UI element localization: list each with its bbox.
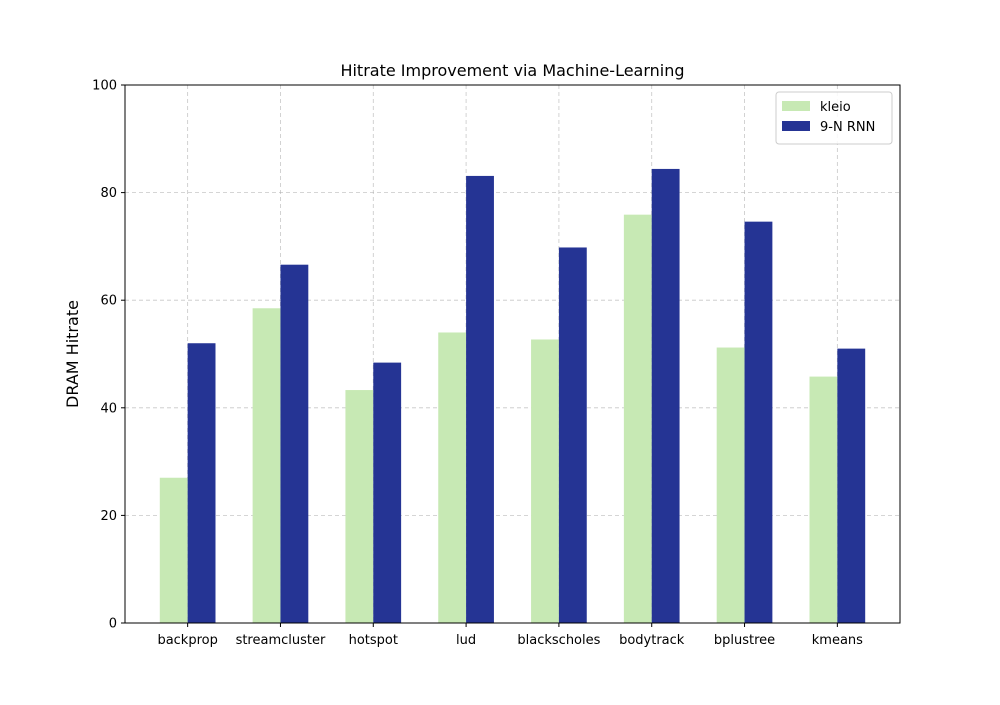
axis-ticks: 0 20 40 60 80 100 backprop streamcluster hotspot… (92, 79, 863, 649)
x-tick-label: backprop (157, 633, 217, 648)
y-tick-label: 80 (100, 186, 117, 201)
bars (159, 168, 866, 624)
y-tick-label: 20 (100, 509, 117, 524)
bar-kleio (809, 376, 838, 623)
grid-lines (125, 85, 900, 623)
x-tick-label: streamcluster (236, 633, 326, 648)
x-tick-label: lud (456, 633, 476, 648)
legend: kleio 9-N RNN (775, 91, 893, 145)
bar-9-n-rnn (373, 362, 402, 623)
bar-kleio (716, 347, 745, 623)
x-tick-label: hotspot (349, 633, 398, 648)
y-axis-label: DRAM Hitrate (63, 300, 82, 408)
legend-swatch (782, 101, 810, 111)
bar-9-n-rnn (466, 175, 494, 623)
plot-frame (124, 84, 901, 624)
bar-9-n-rnn (837, 348, 866, 623)
x-tick-label: bplustree (714, 633, 775, 648)
x-tick-label: bodytrack (619, 633, 685, 648)
bar-kleio (345, 390, 374, 623)
y-tick-label: 0 (109, 617, 117, 632)
chart-title: Hitrate Improvement via Machine-Learning (340, 61, 684, 80)
bar-kleio (159, 477, 188, 623)
bar-9-n-rnn (651, 168, 680, 624)
x-tick-label: blackscholes (517, 633, 600, 648)
bar-9-n-rnn (280, 264, 309, 623)
bar-9-n-rnn (558, 247, 587, 623)
legend-label: 9-N RNN (820, 120, 875, 135)
bar-kleio (531, 339, 559, 623)
bar-kleio (623, 214, 652, 623)
bar-9-n-rnn (744, 221, 773, 624)
y-tick-label: 60 (100, 294, 117, 309)
bar-9-n-rnn (187, 343, 216, 623)
legend-swatch (782, 121, 810, 131)
bar-kleio (252, 308, 281, 623)
bar-kleio (438, 332, 467, 623)
legend-label: kleio (820, 100, 851, 115)
y-tick-label: 40 (100, 401, 117, 416)
y-tick-label: 100 (92, 79, 117, 94)
x-tick-label: kmeans (812, 633, 863, 648)
